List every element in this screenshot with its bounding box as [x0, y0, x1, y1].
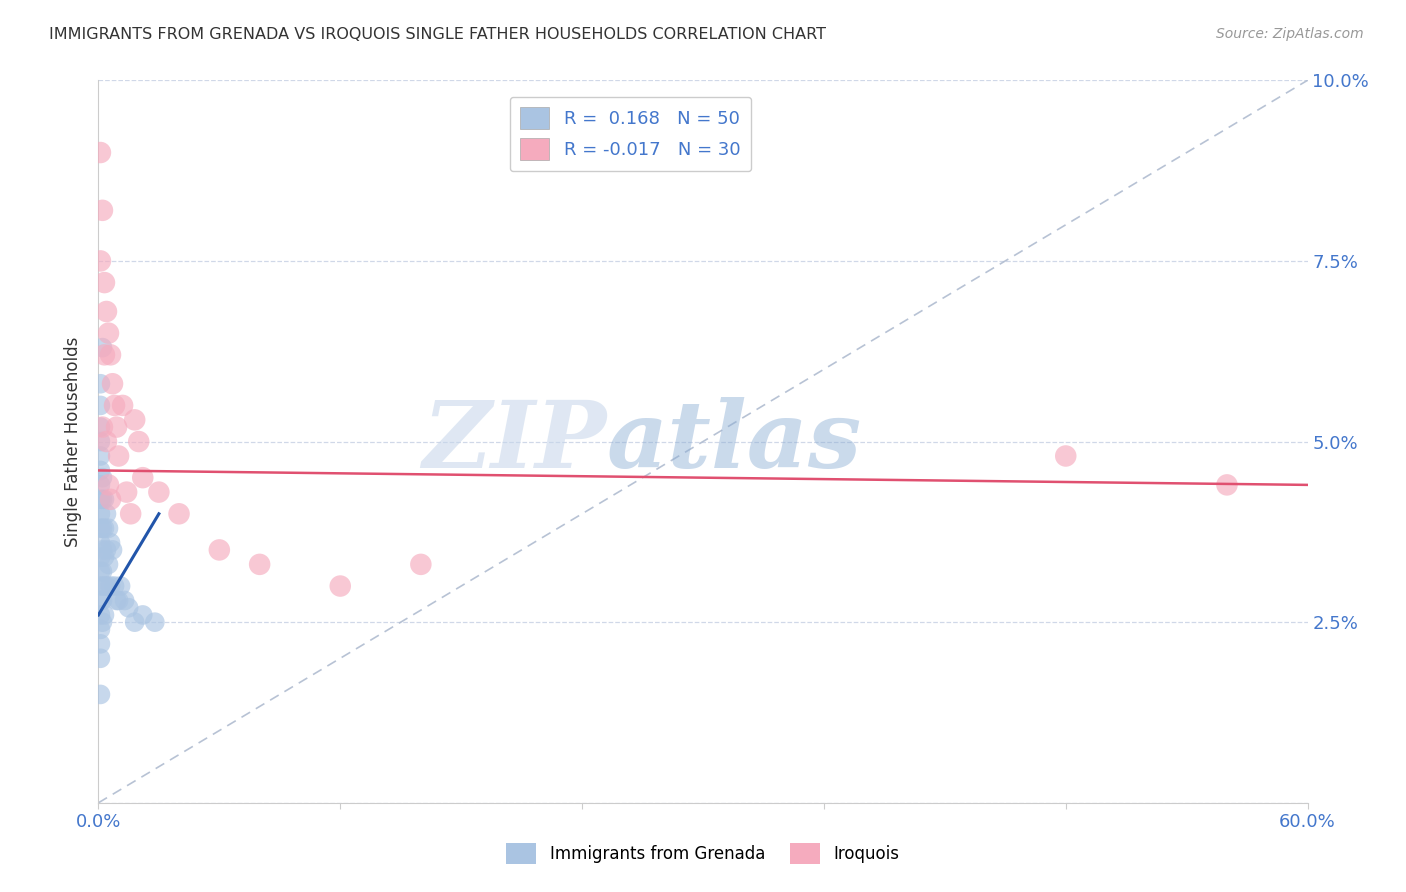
Point: [100, 535, 122, 549]
Point: [89, 637, 111, 651]
Point: [91, 615, 114, 630]
Point: [89, 478, 111, 492]
Y-axis label: Single Father Households: Single Father Households: [65, 336, 83, 547]
Point: [409, 558, 432, 572]
Point: [89, 145, 111, 160]
Point: [101, 542, 124, 557]
Point: [111, 398, 134, 412]
Text: Source: ZipAtlas.com: Source: ZipAtlas.com: [1216, 27, 1364, 41]
Text: atlas: atlas: [606, 397, 862, 486]
Text: IMMIGRANTS FROM GRENADA VS IROQUOIS SINGLE FATHER HOUSEHOLDS CORRELATION CHART: IMMIGRANTS FROM GRENADA VS IROQUOIS SING…: [49, 27, 827, 42]
Point: [89, 521, 111, 535]
Point: [1054, 449, 1077, 463]
Point: [91, 542, 114, 557]
Point: [89, 565, 111, 579]
Point: [114, 593, 136, 607]
Point: [91, 593, 114, 607]
Point: [91, 471, 114, 485]
Point: [96, 542, 118, 557]
Point: [91, 203, 114, 218]
Point: [132, 607, 155, 622]
Point: [89, 651, 111, 665]
Point: [115, 485, 138, 500]
Point: [100, 492, 122, 507]
Point: [89, 623, 111, 637]
Point: [91, 521, 114, 535]
Point: [208, 542, 231, 557]
Point: [132, 471, 155, 485]
Point: [89, 550, 111, 565]
Point: [96, 579, 118, 593]
Point: [97, 521, 120, 535]
Point: [89, 449, 111, 463]
Text: ZIP: ZIP: [422, 397, 606, 486]
Point: [329, 579, 352, 593]
Point: [89, 398, 111, 412]
Point: [96, 507, 118, 521]
Point: [89, 376, 111, 391]
Point: [89, 687, 111, 701]
Point: [93, 607, 115, 622]
Point: [93, 348, 115, 362]
Point: [124, 413, 146, 427]
Point: [91, 420, 114, 434]
Point: [96, 304, 118, 318]
Point: [103, 398, 125, 412]
Point: [91, 492, 114, 507]
Point: [97, 326, 120, 340]
Point: [100, 579, 122, 593]
Point: [100, 348, 122, 362]
Point: [105, 420, 128, 434]
Point: [97, 558, 120, 572]
Point: [89, 434, 111, 449]
Point: [105, 593, 128, 607]
Point: [124, 615, 146, 630]
Point: [118, 600, 141, 615]
Point: [110, 579, 132, 593]
Legend: Immigrants from Grenada, Iroquois: Immigrants from Grenada, Iroquois: [499, 837, 907, 871]
Point: [89, 593, 111, 607]
Point: [93, 550, 115, 565]
Point: [89, 254, 111, 268]
Point: [89, 579, 111, 593]
Point: [128, 434, 150, 449]
Point: [89, 507, 111, 521]
Point: [93, 276, 115, 290]
Point: [89, 607, 111, 622]
Point: [89, 535, 111, 549]
Point: [89, 492, 111, 507]
Point: [101, 376, 124, 391]
Point: [107, 449, 129, 463]
Point: [89, 420, 111, 434]
Point: [107, 593, 129, 607]
Point: [89, 463, 111, 477]
Point: [120, 507, 142, 521]
Point: [249, 558, 271, 572]
Point: [97, 478, 120, 492]
Point: [93, 492, 115, 507]
Point: [91, 341, 114, 355]
Point: [1216, 478, 1239, 492]
Point: [143, 615, 166, 630]
Point: [103, 579, 125, 593]
Point: [91, 565, 114, 579]
Point: [148, 485, 170, 500]
Point: [93, 521, 115, 535]
Point: [167, 507, 190, 521]
Point: [96, 434, 118, 449]
Point: [93, 579, 115, 593]
Legend: R =  0.168   N = 50, R = -0.017   N = 30: R = 0.168 N = 50, R = -0.017 N = 30: [509, 96, 751, 171]
